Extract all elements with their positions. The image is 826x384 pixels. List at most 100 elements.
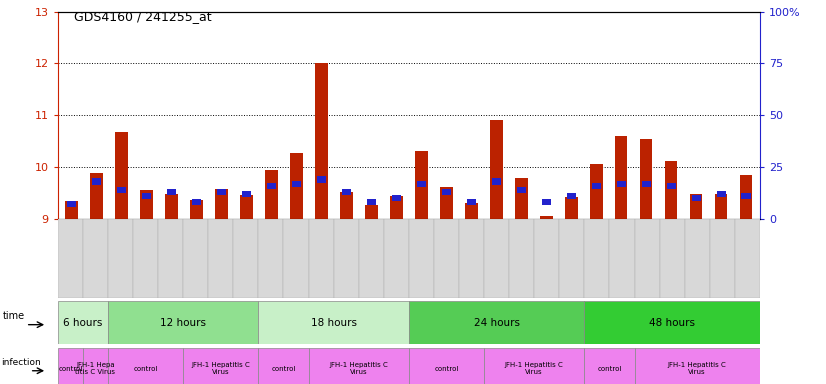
Bar [634, 219, 660, 298]
Bar [585, 219, 610, 298]
Bar [183, 219, 208, 298]
Bar [390, 195, 402, 219]
Bar [715, 194, 728, 219]
Bar [216, 189, 226, 195]
Bar [190, 200, 202, 219]
Bar [58, 301, 108, 344]
Text: time: time [2, 311, 25, 321]
Bar [615, 136, 628, 219]
Text: 12 hours: 12 hours [160, 318, 206, 328]
Bar [265, 170, 278, 219]
Bar [565, 197, 577, 219]
Bar [590, 164, 602, 219]
Bar [534, 219, 559, 298]
Text: 48 hours: 48 hours [649, 318, 695, 328]
Bar [234, 219, 259, 298]
Bar [283, 219, 309, 298]
Bar [167, 189, 176, 195]
Bar [65, 201, 78, 219]
Bar [358, 219, 384, 298]
Bar [342, 189, 351, 195]
Bar [740, 175, 752, 219]
Text: JFH-1 Hepa
titis C Virus: JFH-1 Hepa titis C Virus [75, 362, 116, 375]
Bar [259, 301, 409, 344]
Bar [509, 219, 534, 298]
Bar [665, 161, 677, 219]
Bar [685, 219, 710, 298]
Bar [465, 203, 477, 219]
Bar [58, 219, 83, 298]
Bar [409, 301, 585, 344]
Bar [484, 219, 509, 298]
Bar [690, 194, 702, 219]
Bar [309, 219, 334, 298]
Bar [290, 152, 302, 219]
Bar [140, 190, 153, 219]
Text: GDS4160 / 241255_at: GDS4160 / 241255_at [74, 10, 212, 23]
Bar [367, 199, 376, 205]
Bar [585, 348, 634, 384]
Bar [192, 199, 202, 205]
Bar [416, 180, 426, 187]
Bar [365, 205, 377, 219]
Bar [660, 219, 685, 298]
Bar [667, 183, 676, 189]
Bar [208, 219, 233, 298]
Bar [384, 219, 409, 298]
Text: 6 hours: 6 hours [64, 318, 102, 328]
Text: infection: infection [1, 358, 40, 367]
Bar [742, 193, 751, 199]
Bar [83, 348, 108, 384]
Bar [415, 151, 428, 219]
Text: control: control [271, 366, 296, 372]
Text: control: control [58, 366, 83, 372]
Bar [409, 348, 484, 384]
Bar [67, 201, 76, 207]
Bar [691, 195, 701, 201]
Bar [92, 179, 102, 185]
Bar [616, 180, 626, 187]
Text: control: control [133, 366, 158, 372]
Bar [116, 187, 126, 193]
Bar [142, 193, 151, 199]
Bar [133, 219, 158, 298]
Text: 24 hours: 24 hours [473, 318, 520, 328]
Bar [515, 179, 528, 219]
Bar [484, 348, 585, 384]
Bar [735, 219, 760, 298]
Bar [640, 139, 653, 219]
Bar [334, 219, 358, 298]
Bar [216, 189, 228, 219]
Bar [240, 195, 253, 219]
Bar [440, 187, 453, 219]
Bar [259, 348, 309, 384]
Bar [292, 180, 301, 187]
Bar [634, 348, 760, 384]
Bar [309, 348, 409, 384]
Bar [183, 348, 259, 384]
Bar [108, 219, 133, 298]
Bar [242, 191, 251, 197]
Bar [434, 219, 459, 298]
Text: JFH-1 Hepatitis C
Virus: JFH-1 Hepatitis C Virus [330, 362, 388, 375]
Bar [559, 219, 585, 298]
Bar [516, 187, 526, 193]
Bar [108, 301, 259, 344]
Text: JFH-1 Hepatitis C
Virus: JFH-1 Hepatitis C Virus [668, 362, 727, 375]
Bar [58, 348, 83, 384]
Bar [716, 191, 726, 197]
Bar [90, 173, 102, 219]
Bar [267, 183, 276, 189]
Bar [316, 63, 328, 219]
Text: control: control [434, 366, 458, 372]
Bar [459, 219, 484, 298]
Bar [542, 199, 551, 205]
Bar [158, 219, 183, 298]
Bar [83, 219, 108, 298]
Bar [491, 179, 501, 185]
Bar [585, 301, 760, 344]
Bar [165, 194, 178, 219]
Bar [567, 193, 576, 199]
Bar [108, 348, 183, 384]
Bar [116, 132, 128, 219]
